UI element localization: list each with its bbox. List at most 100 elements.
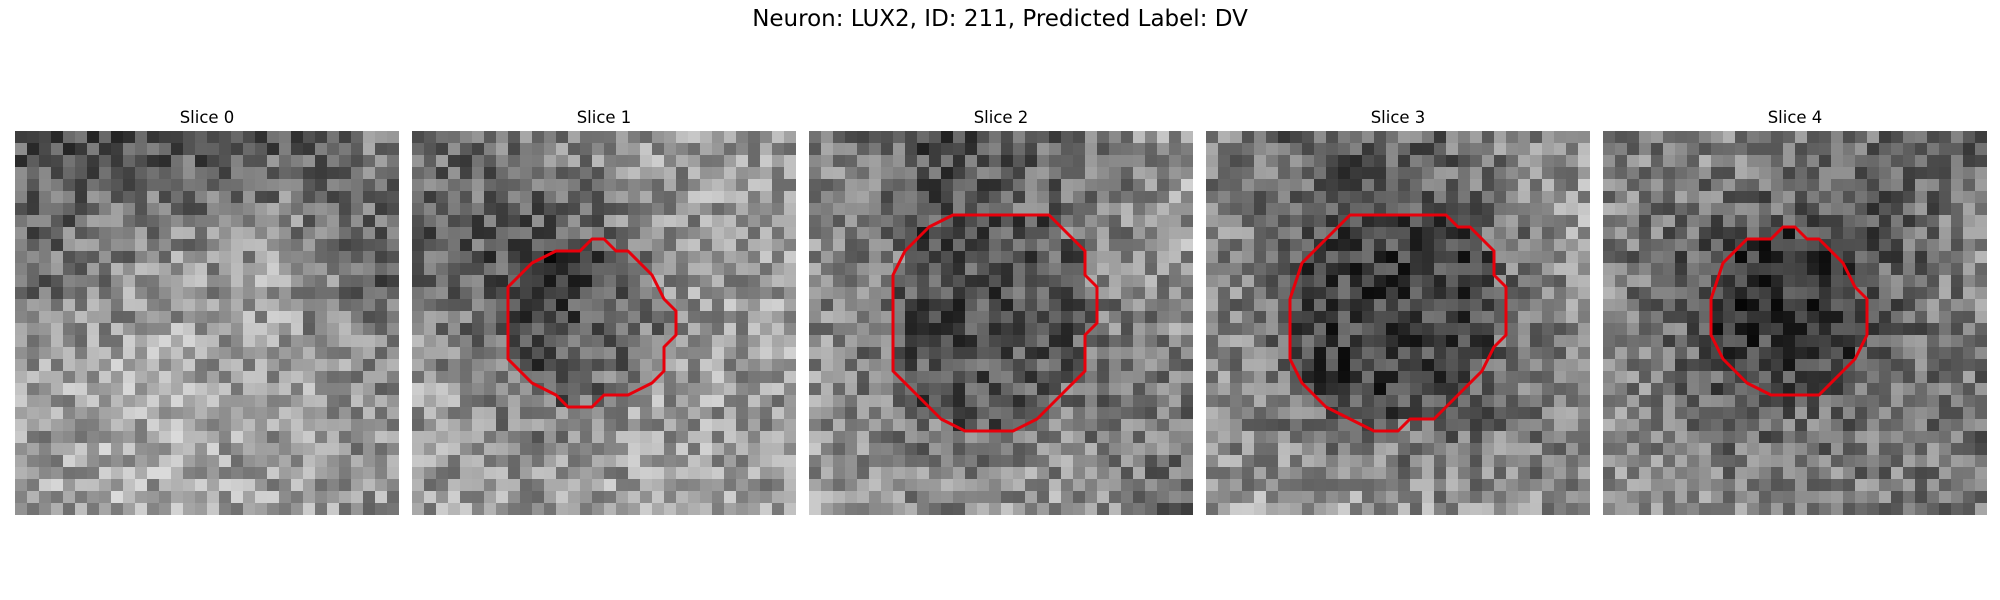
pixel bbox=[1097, 179, 1110, 192]
pixel bbox=[472, 491, 485, 504]
pixel bbox=[965, 479, 978, 492]
pixel bbox=[15, 131, 28, 144]
pixel bbox=[1747, 371, 1760, 384]
pixel bbox=[424, 143, 437, 156]
pixel bbox=[965, 359, 978, 372]
pixel bbox=[592, 263, 605, 276]
pixel bbox=[1915, 179, 1928, 192]
pixel bbox=[1374, 323, 1387, 336]
pixel bbox=[965, 287, 978, 300]
pixel bbox=[1025, 455, 1038, 468]
pixel bbox=[1302, 191, 1315, 204]
pixel bbox=[171, 503, 184, 515]
pixel bbox=[869, 479, 882, 492]
pixel bbox=[784, 503, 796, 515]
pixel bbox=[1157, 443, 1170, 456]
pixel bbox=[1254, 275, 1267, 288]
pixel bbox=[1049, 239, 1062, 252]
pixel bbox=[1338, 371, 1351, 384]
pixel bbox=[436, 227, 449, 240]
pixel bbox=[1542, 503, 1555, 515]
pixel bbox=[1254, 131, 1267, 144]
pixel bbox=[640, 239, 653, 252]
pixel bbox=[1759, 299, 1772, 312]
pixel bbox=[1145, 443, 1158, 456]
pixel bbox=[159, 395, 172, 408]
pixel bbox=[1927, 227, 1940, 240]
pixel bbox=[1963, 347, 1976, 360]
pixel bbox=[1783, 299, 1796, 312]
pixel bbox=[1927, 275, 1940, 288]
pixel bbox=[135, 431, 148, 444]
pixel bbox=[1001, 503, 1014, 515]
pixel bbox=[1446, 347, 1459, 360]
pixel bbox=[712, 311, 725, 324]
pixel bbox=[171, 191, 184, 204]
pixel bbox=[1206, 443, 1219, 456]
pixel bbox=[809, 479, 822, 492]
pixel bbox=[1410, 383, 1423, 396]
pixel bbox=[1446, 167, 1459, 180]
pixel bbox=[1699, 299, 1712, 312]
pixel bbox=[1615, 443, 1628, 456]
pixel bbox=[39, 287, 52, 300]
pixel bbox=[604, 395, 617, 408]
pixel bbox=[1891, 371, 1904, 384]
pixel bbox=[1314, 275, 1327, 288]
pixel bbox=[1470, 491, 1483, 504]
pixel bbox=[1651, 359, 1664, 372]
pixel bbox=[604, 179, 617, 192]
pixel bbox=[1458, 455, 1471, 468]
pixel bbox=[15, 419, 28, 432]
pixel bbox=[676, 491, 689, 504]
pixel bbox=[652, 239, 665, 252]
pixel bbox=[604, 203, 617, 216]
pixel bbox=[1651, 323, 1664, 336]
pixel bbox=[869, 215, 882, 228]
pixel bbox=[821, 359, 834, 372]
pixel bbox=[1963, 239, 1976, 252]
pixel bbox=[941, 479, 954, 492]
pixel bbox=[1362, 503, 1375, 515]
pixel bbox=[1518, 311, 1531, 324]
pixel bbox=[1735, 215, 1748, 228]
pixel bbox=[1795, 299, 1808, 312]
pixel bbox=[1157, 371, 1170, 384]
pixel bbox=[1963, 323, 1976, 336]
pixel bbox=[39, 179, 52, 192]
pixel bbox=[1651, 287, 1664, 300]
pixel bbox=[436, 215, 449, 228]
pixel bbox=[833, 251, 846, 264]
pixel bbox=[1891, 407, 1904, 420]
pixel bbox=[15, 359, 28, 372]
pixel bbox=[39, 503, 52, 515]
pixel bbox=[1470, 155, 1483, 168]
pixel bbox=[833, 275, 846, 288]
pixel bbox=[1350, 383, 1363, 396]
pixel bbox=[1603, 155, 1616, 168]
pixel bbox=[616, 287, 629, 300]
pixel bbox=[1145, 179, 1158, 192]
pixel bbox=[736, 179, 749, 192]
pixel bbox=[1326, 371, 1339, 384]
pixel bbox=[87, 479, 100, 492]
pixel bbox=[1542, 131, 1555, 144]
pixel bbox=[953, 143, 966, 156]
pixel bbox=[1699, 167, 1712, 180]
pixel bbox=[760, 167, 773, 180]
pixel bbox=[1518, 239, 1531, 252]
pixel bbox=[1711, 443, 1724, 456]
pixel bbox=[1157, 491, 1170, 504]
pixel bbox=[833, 143, 846, 156]
pixel bbox=[508, 311, 521, 324]
pixel bbox=[75, 191, 88, 204]
pixel bbox=[652, 335, 665, 348]
pixel bbox=[1350, 155, 1363, 168]
pixel bbox=[1783, 383, 1796, 396]
pixel bbox=[15, 167, 28, 180]
pixel bbox=[75, 335, 88, 348]
pixel bbox=[1603, 359, 1616, 372]
pixel bbox=[1097, 419, 1110, 432]
pixel bbox=[460, 383, 473, 396]
pixel bbox=[1506, 455, 1519, 468]
